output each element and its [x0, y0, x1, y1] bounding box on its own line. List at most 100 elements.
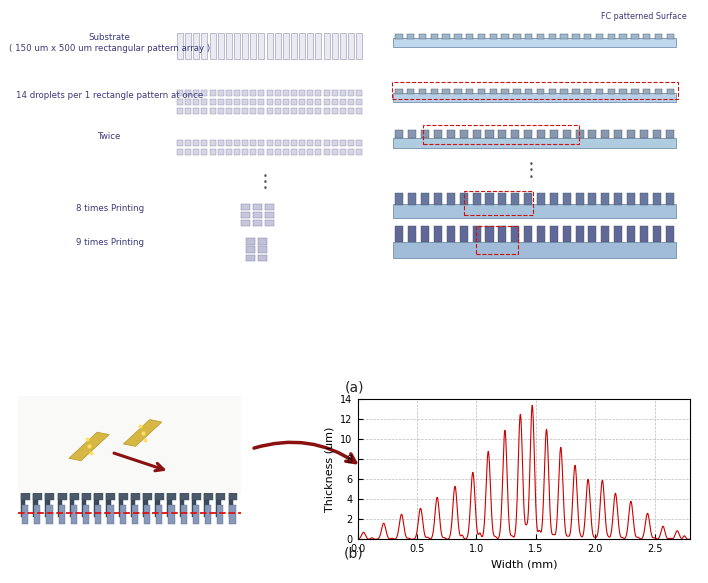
Bar — [549, 89, 556, 94]
Bar — [643, 89, 651, 94]
Bar — [299, 108, 305, 114]
Bar — [18, 449, 241, 454]
Bar — [246, 255, 255, 261]
Bar — [241, 220, 250, 226]
Bar — [94, 494, 98, 517]
Bar — [275, 90, 281, 96]
Text: 9 times Printing: 9 times Printing — [76, 238, 144, 247]
Bar — [643, 34, 651, 39]
Bar — [253, 203, 262, 210]
Bar — [258, 99, 265, 106]
Bar — [307, 99, 313, 106]
Bar — [331, 33, 338, 59]
Bar — [423, 125, 579, 145]
Bar — [210, 90, 215, 96]
Bar — [348, 33, 354, 59]
Bar — [447, 226, 455, 243]
Bar — [615, 193, 622, 205]
Bar — [229, 505, 236, 524]
Bar — [524, 226, 532, 243]
Bar — [430, 34, 438, 39]
Bar — [489, 34, 497, 39]
Bar — [307, 149, 313, 155]
Bar — [601, 130, 610, 138]
Bar — [601, 193, 610, 205]
Bar — [588, 226, 596, 243]
Bar — [210, 149, 215, 155]
Bar — [307, 108, 313, 114]
Bar — [459, 226, 468, 243]
Bar — [473, 130, 481, 138]
Bar — [242, 139, 248, 146]
Bar — [94, 493, 103, 500]
Bar — [653, 226, 661, 243]
Bar — [524, 193, 532, 205]
Bar — [434, 193, 442, 205]
Bar — [251, 99, 256, 106]
Bar — [560, 89, 568, 94]
Bar — [348, 99, 354, 106]
Bar — [265, 220, 274, 226]
Bar — [299, 33, 305, 59]
Bar — [177, 99, 183, 106]
Bar — [418, 89, 426, 94]
Bar — [251, 149, 256, 155]
Bar — [395, 193, 404, 205]
Bar — [620, 89, 627, 94]
Bar — [498, 130, 506, 138]
Text: Substrate
( 150 um x 500 um rectangular pattern array ): Substrate ( 150 um x 500 um rectangular … — [9, 33, 210, 52]
Bar — [316, 33, 321, 59]
Bar — [177, 108, 183, 114]
Bar — [421, 226, 429, 243]
Bar — [218, 90, 224, 96]
Bar — [266, 149, 273, 155]
Bar — [447, 193, 455, 205]
Bar — [655, 89, 662, 94]
Bar — [588, 130, 596, 138]
Text: (b): (b) — [344, 547, 364, 561]
Bar — [177, 149, 183, 155]
Bar — [395, 89, 403, 94]
Text: •: • — [529, 160, 533, 170]
Bar — [218, 99, 224, 106]
Bar — [210, 108, 215, 114]
Bar — [324, 90, 330, 96]
Bar — [537, 89, 544, 94]
Text: FC patterned Surface: FC patterned Surface — [601, 12, 687, 21]
Bar — [340, 99, 346, 106]
Bar — [18, 483, 241, 488]
Bar — [226, 149, 232, 155]
Bar — [331, 99, 338, 106]
Bar — [193, 99, 200, 106]
Bar — [307, 139, 313, 146]
Bar — [33, 493, 42, 500]
Bar — [265, 203, 274, 210]
Bar — [466, 34, 474, 39]
Polygon shape — [123, 420, 162, 447]
Bar — [511, 130, 519, 138]
Bar — [241, 212, 250, 218]
Text: •: • — [263, 178, 268, 187]
Bar — [266, 33, 273, 59]
Bar — [572, 89, 580, 94]
Bar — [266, 90, 273, 96]
Bar — [193, 108, 200, 114]
Bar — [459, 130, 468, 138]
Bar — [185, 99, 191, 106]
Bar — [18, 488, 241, 493]
Bar — [478, 89, 485, 94]
Bar — [459, 193, 468, 205]
Bar — [607, 34, 615, 39]
Bar — [193, 33, 200, 59]
Bar — [393, 38, 676, 47]
Bar — [180, 494, 184, 517]
Bar — [316, 139, 321, 146]
Bar — [18, 464, 241, 469]
Bar — [316, 90, 321, 96]
Bar — [82, 494, 86, 517]
Bar — [275, 149, 281, 155]
Bar — [45, 494, 50, 517]
Bar — [601, 226, 610, 243]
Bar — [18, 406, 241, 411]
Bar — [22, 505, 28, 524]
